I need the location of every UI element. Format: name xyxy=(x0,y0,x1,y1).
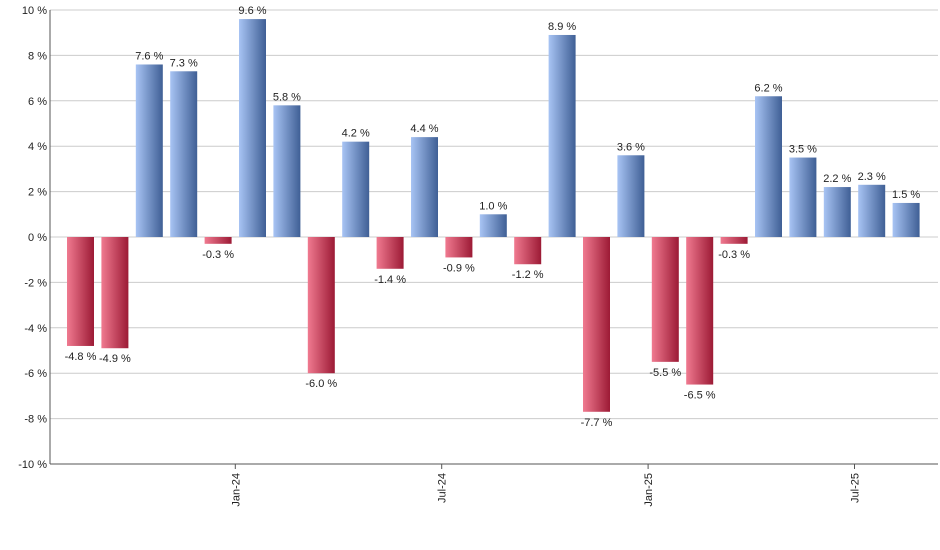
bar xyxy=(651,237,679,362)
bar xyxy=(411,137,438,237)
bar xyxy=(376,237,404,269)
y-tick-label: -8 % xyxy=(24,414,47,426)
y-axis-ticks: 10 % 8 % 6 % 4 % 2 % 0 % -2 % -4 % -6 % -8 % -10 % xyxy=(18,5,47,471)
data-label: 3.6 % xyxy=(617,141,645,153)
data-label: 1.5 % xyxy=(892,189,920,201)
y-tick-label: 10 % xyxy=(22,5,47,17)
data-label: 4.2 % xyxy=(342,128,370,140)
data-label: -1.2 % xyxy=(512,269,544,281)
y-tick-label: -2 % xyxy=(24,277,47,289)
bar xyxy=(686,237,714,385)
data-label: -5.5 % xyxy=(649,367,681,379)
y-tick-label: 6 % xyxy=(28,96,47,108)
y-tick-label: 8 % xyxy=(28,50,47,62)
bar xyxy=(892,202,920,237)
y-tick-label: -10 % xyxy=(18,459,47,471)
bar xyxy=(170,71,198,237)
data-label: -0.3 % xyxy=(718,249,750,261)
bar xyxy=(135,64,163,237)
data-label: 2.3 % xyxy=(858,171,886,183)
data-label: 9.6 % xyxy=(238,5,266,17)
bar xyxy=(239,19,266,237)
data-label: 2.2 % xyxy=(823,173,851,185)
bar xyxy=(789,157,817,237)
x-tick-label: Jan-25 xyxy=(643,473,655,507)
bar xyxy=(479,214,507,237)
bar xyxy=(445,237,473,258)
data-label: 7.6 % xyxy=(135,50,163,62)
data-labels: -4.8 % -4.9 % 7.6 % 7.3 % -0.3 % 9.6 % 5.8 % -6… xyxy=(65,5,921,429)
bar xyxy=(101,237,129,349)
bar xyxy=(273,105,301,237)
bar xyxy=(67,237,94,346)
data-label: 8.9 % xyxy=(548,21,576,33)
x-tick-label: Jul-25 xyxy=(850,473,862,503)
bar xyxy=(755,96,782,237)
data-label: -4.8 % xyxy=(65,351,97,363)
data-label: -0.9 % xyxy=(443,262,475,274)
bars xyxy=(67,19,920,412)
data-label: 6.2 % xyxy=(754,82,782,94)
data-label: 4.4 % xyxy=(410,123,438,135)
data-label: -1.4 % xyxy=(374,274,406,286)
data-label: -6.0 % xyxy=(305,378,337,390)
y-tick-label: 0 % xyxy=(28,232,47,244)
axes xyxy=(49,10,938,465)
x-tick-label: Jan-24 xyxy=(230,473,242,507)
data-label: 5.8 % xyxy=(273,91,301,103)
y-tick-label: -6 % xyxy=(24,368,47,380)
bar xyxy=(583,237,610,412)
bar xyxy=(720,237,748,244)
data-label: 7.3 % xyxy=(170,57,198,69)
data-label: -7.7 % xyxy=(581,417,613,429)
y-tick-label: -4 % xyxy=(24,323,47,335)
bar xyxy=(823,187,851,237)
data-label: 3.5 % xyxy=(789,144,817,156)
x-axis-ticks: Jan-24 Jul-24 Jan-25 Jul-25 xyxy=(230,464,862,507)
data-label: 1.0 % xyxy=(479,200,507,212)
data-label: -0.3 % xyxy=(202,249,234,261)
bar xyxy=(204,237,232,244)
bar xyxy=(548,34,576,237)
bar xyxy=(307,237,335,374)
data-label: -6.5 % xyxy=(684,390,716,402)
bar xyxy=(342,141,370,237)
bar xyxy=(514,237,542,265)
y-tick-label: 2 % xyxy=(28,187,47,199)
x-tick-label: Jul-24 xyxy=(437,473,449,503)
data-label: -4.9 % xyxy=(99,353,131,365)
bar xyxy=(617,155,645,237)
bar xyxy=(858,184,886,237)
y-tick-label: 4 % xyxy=(28,141,47,153)
